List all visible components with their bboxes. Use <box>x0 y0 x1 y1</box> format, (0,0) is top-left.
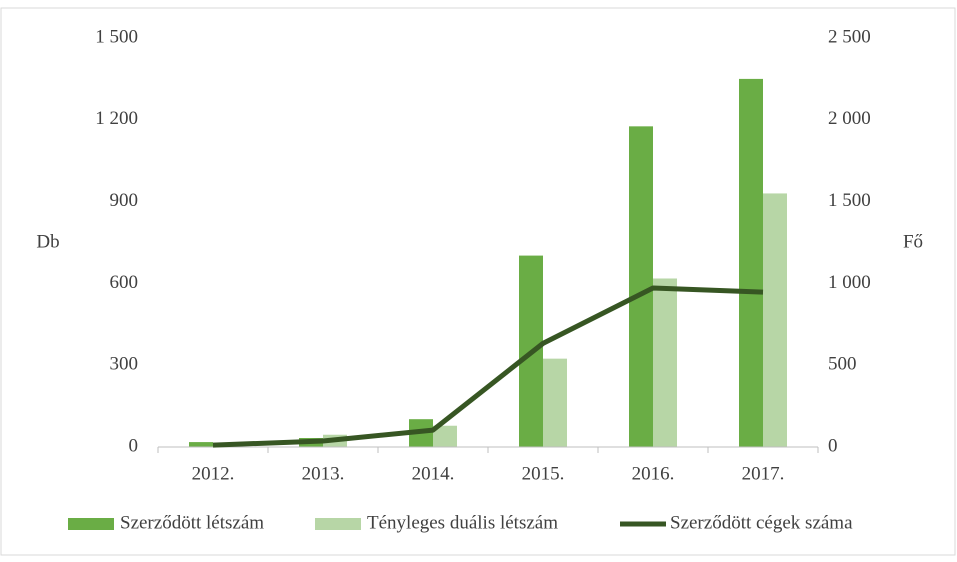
chart-frame <box>0 7 956 556</box>
x-tick-label: 2012. <box>192 463 235 484</box>
bar <box>763 193 787 447</box>
x-tick-label: 2014. <box>412 463 455 484</box>
x-tick-label: 2015. <box>522 463 565 484</box>
y2-tick-label: 0 <box>828 435 838 456</box>
legend-label: Tényleges duális létszám <box>367 512 558 533</box>
bar <box>433 425 457 447</box>
y2-tick-label: 2 500 <box>828 26 871 47</box>
legend-label: Szerződött cégek száma <box>670 512 853 533</box>
legend-swatch <box>68 518 114 530</box>
y-axis-label: Db <box>36 231 59 252</box>
y-tick-label: 1 500 <box>95 26 138 47</box>
y2-tick-label: 500 <box>828 354 857 375</box>
line-series <box>212 285 764 448</box>
bar <box>189 442 213 447</box>
y2-tick-label: 1 000 <box>828 272 871 293</box>
y2-tick-label: 1 500 <box>828 190 871 211</box>
bar <box>629 126 653 448</box>
legend-swatch <box>315 518 361 530</box>
bar <box>739 78 763 448</box>
bar <box>653 278 677 447</box>
bar <box>543 358 567 447</box>
y-tick-label: 1 200 <box>95 108 138 129</box>
y-tick-label: 600 <box>110 272 139 293</box>
y-tick-label: 0 <box>129 435 139 456</box>
y-tick-label: 900 <box>110 190 139 211</box>
y2-tick-label: 2 000 <box>828 108 871 129</box>
y-tick-label: 300 <box>110 354 139 375</box>
y2-axis-label: Fő <box>903 231 923 252</box>
legend-label: Szerződött létszám <box>120 512 264 533</box>
x-tick-label: 2017. <box>742 463 785 484</box>
x-tick-label: 2013. <box>302 463 345 484</box>
x-tick-label: 2016. <box>632 463 675 484</box>
